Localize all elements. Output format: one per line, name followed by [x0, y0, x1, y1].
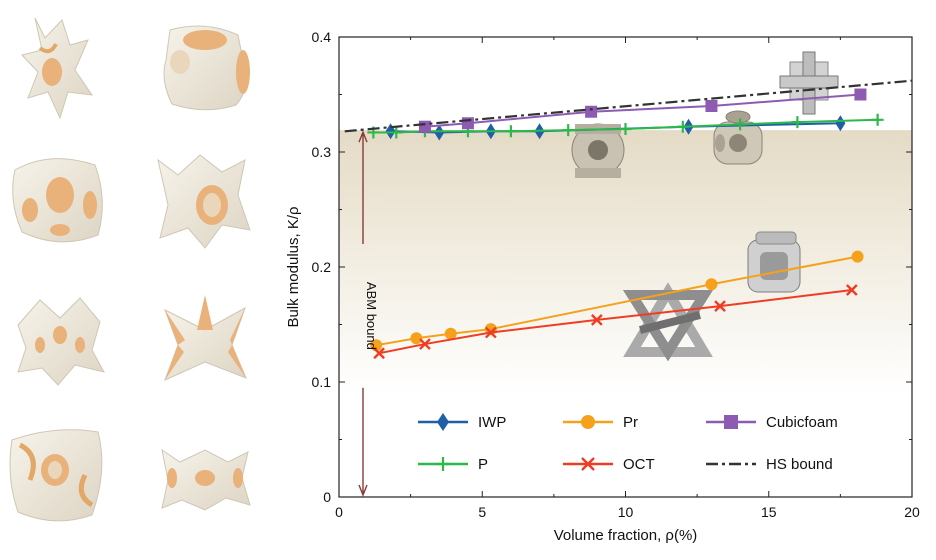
- data-point-p: [676, 120, 689, 133]
- thumbnail-surface-3: [12, 158, 103, 243]
- legend-label: IWP: [478, 414, 506, 431]
- legend-item-pr: Pr: [563, 414, 638, 431]
- data-point-oct: [419, 338, 431, 350]
- x-tick-label: 15: [761, 504, 777, 520]
- data-point-oct: [714, 300, 726, 312]
- thumbnail-surface-4: [157, 154, 251, 249]
- legend-label: OCT: [623, 456, 655, 473]
- data-point-p: [390, 126, 403, 139]
- data-point-oct: [845, 284, 858, 296]
- legend-item-p: P: [418, 456, 488, 473]
- y-tick-label: 0: [323, 489, 331, 505]
- data-point-oct: [591, 314, 603, 326]
- plot-frame: [338, 36, 913, 498]
- data-point-oct: [373, 347, 385, 360]
- abm-bound-region: [339, 130, 912, 395]
- data-point-cubicfoam: [705, 100, 718, 112]
- x-tick-label: 20: [904, 504, 920, 520]
- legend-item-cubicfoam: Cubicfoam: [706, 414, 838, 431]
- data-point-oct: [484, 326, 497, 339]
- data-point-pr: [370, 339, 383, 352]
- data-point-pr: [705, 278, 718, 291]
- x-tick-label: 5: [478, 504, 486, 520]
- thumbnail-surface-7: [9, 429, 103, 522]
- data-point-p: [619, 123, 632, 135]
- oct-render: [622, 282, 714, 362]
- legend-label: Cubicfoam: [766, 414, 838, 431]
- cubicfoam-render: [779, 51, 839, 115]
- thumbnail-surface-5: [17, 297, 105, 386]
- lattice-structure-renders: [571, 51, 839, 362]
- p-render: [713, 110, 763, 165]
- legend-marker: [436, 457, 450, 471]
- data-point-cubicfoam: [461, 117, 474, 130]
- abm-arrow-up: [358, 130, 368, 244]
- legend-label: Pr: [623, 414, 638, 431]
- legend-item-hs-bound: HS bound: [706, 456, 833, 473]
- thumbnail-p-surface: [163, 25, 250, 111]
- series-hs-bound: [344, 79, 913, 133]
- x-tick-label: 10: [618, 504, 634, 520]
- legend-marker: [437, 413, 449, 431]
- x-axis-label: Volume fraction, ρ(%): [554, 527, 698, 544]
- series-line-pr: [376, 255, 858, 347]
- data-point-p: [871, 113, 884, 126]
- data-point-iwp: [835, 115, 846, 132]
- y-tick-label: 0.1: [312, 374, 332, 390]
- data-point-cubicfoam: [418, 120, 431, 133]
- legend-label: P: [478, 456, 488, 473]
- abm-bound-arrows: [358, 130, 368, 497]
- thumbnail-iwp-surface: [21, 17, 94, 120]
- iwp-render: [571, 123, 625, 178]
- legend-marker: [724, 415, 738, 429]
- series-oct: [373, 284, 858, 360]
- legend-label: HS bound: [766, 456, 833, 473]
- data-point-iwp: [434, 124, 445, 141]
- data-point-cubicfoam: [854, 88, 867, 101]
- data-point-pr: [410, 332, 423, 345]
- data-point-pr: [851, 250, 864, 263]
- thumbnail-surface-8: [161, 448, 251, 511]
- y-tick-label: 0.2: [312, 259, 332, 275]
- series-line-oct: [378, 289, 852, 355]
- data-point-cubicfoam: [585, 105, 598, 118]
- data-point-p: [734, 118, 747, 131]
- data-point-pr: [444, 327, 457, 340]
- legend-marker: [581, 457, 595, 471]
- pr-render: [747, 231, 801, 293]
- y-tick-label: 0.4: [312, 29, 332, 45]
- abm-arrow-down: [358, 387, 368, 497]
- legend-item-iwp: IWP: [418, 413, 506, 431]
- thumbnail-surface-6: [164, 295, 247, 381]
- series-line-hs-bound: [344, 79, 913, 133]
- series-cubicfoam: [418, 88, 867, 133]
- data-point-p: [791, 116, 804, 129]
- abm-bound-label: ABM bound: [364, 282, 379, 350]
- surface-thumbnails: [9, 17, 251, 522]
- series-layer: [344, 79, 913, 360]
- data-point-p: [504, 125, 517, 138]
- y-axis-label: Bulk modulus, K/ρ: [285, 206, 302, 327]
- legend-item-oct: OCT: [563, 456, 655, 473]
- legend: IWP Pr Cubicfoam P OCT HS bound: [418, 413, 838, 473]
- data-point-p: [562, 124, 575, 137]
- legend-marker: [581, 415, 595, 429]
- x-tick-label: 0: [335, 504, 343, 520]
- y-tick-label: 0.3: [312, 144, 332, 160]
